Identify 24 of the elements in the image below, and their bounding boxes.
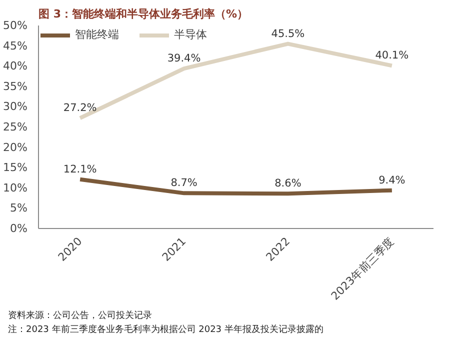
y-tick-label: 0% xyxy=(10,222,28,235)
data-label: 8.7% xyxy=(170,177,198,190)
legend-label: 半导体 xyxy=(174,27,207,42)
data-label: 39.4% xyxy=(167,52,201,65)
text: 注：2023 年前三季度各业务毛利率为根据公司 2023 半年报及投关记录披露的 xyxy=(8,324,324,337)
y-tick-label: 35% xyxy=(3,80,28,93)
y-tick-label: 20% xyxy=(3,140,28,154)
y-tick-label: 10% xyxy=(3,181,28,194)
y-tick-label: 15% xyxy=(3,161,28,174)
data-label: 12.1% xyxy=(63,163,97,176)
y-tick-label: 50% xyxy=(3,19,28,32)
data-label: 45.5% xyxy=(271,28,305,40)
y-tick-label: 30% xyxy=(3,100,28,114)
y-tick-label: 25% xyxy=(3,120,28,134)
data-label: 27.2% xyxy=(63,102,97,114)
data-label: 9.4% xyxy=(378,174,406,186)
y-tick-label: 5% xyxy=(10,202,28,215)
text: 资料来源：公司公告，公司投关记录 xyxy=(8,310,152,323)
y-tick-label: 40% xyxy=(3,60,28,73)
data-label: 40.1% xyxy=(375,50,409,62)
y-tick-label: 45% xyxy=(3,39,28,52)
chart-title: 图 3：智能终端和半导体业务毛利率（%） xyxy=(38,8,248,20)
data-label: 8.6% xyxy=(274,178,302,190)
legend-label: 智能终端 xyxy=(75,27,119,42)
